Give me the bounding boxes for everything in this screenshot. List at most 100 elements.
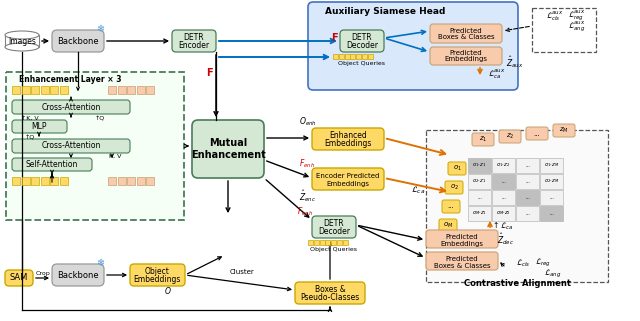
Text: $z_2$: $z_2$: [506, 132, 514, 141]
Text: K, V: K, V: [109, 153, 121, 159]
Text: ...: ...: [447, 204, 454, 210]
Bar: [426, 130, 608, 282]
Text: Embeddings: Embeddings: [440, 241, 483, 247]
Text: $O_{enh}$: $O_{enh}$: [299, 116, 317, 128]
Text: $F_{enh}$: $F_{enh}$: [299, 158, 315, 170]
Bar: [319, 240, 324, 245]
Bar: [468, 190, 491, 205]
Text: ↑Q: ↑Q: [95, 116, 105, 120]
FancyBboxPatch shape: [340, 30, 384, 52]
Text: ...: ...: [525, 211, 530, 216]
Text: Predicted: Predicted: [450, 28, 483, 34]
Bar: [146, 86, 154, 94]
Ellipse shape: [5, 31, 39, 39]
Bar: [5, 35, 39, 47]
Text: ...: ...: [501, 179, 506, 184]
Text: Embeddings: Embeddings: [133, 274, 180, 283]
Text: $z_M$: $z_M$: [559, 126, 569, 135]
Text: Images: Images: [8, 38, 36, 47]
Bar: [332, 240, 336, 245]
FancyBboxPatch shape: [52, 264, 104, 286]
Text: $o_2$: $o_2$: [449, 183, 458, 192]
Text: $F_{enh}$: $F_{enh}$: [297, 206, 313, 218]
FancyBboxPatch shape: [472, 133, 494, 146]
Text: $o_M$: $o_M$: [443, 221, 453, 230]
Bar: [31, 177, 39, 185]
Text: Contrastive Alignment: Contrastive Alignment: [463, 280, 570, 289]
Text: Embeddings: Embeddings: [324, 140, 372, 149]
Bar: [314, 240, 319, 245]
Text: Embeddings: Embeddings: [326, 181, 369, 187]
Text: Mutual: Mutual: [209, 138, 247, 148]
Bar: [492, 206, 515, 221]
FancyBboxPatch shape: [439, 219, 457, 232]
Text: $o_2{\cdot}z_M$: $o_2{\cdot}z_M$: [544, 178, 559, 186]
Text: DETR: DETR: [352, 33, 372, 42]
Text: Predicted: Predicted: [445, 234, 478, 240]
Bar: [127, 177, 135, 185]
Text: $\hat{Z}_{dec}$: $\hat{Z}_{dec}$: [497, 231, 515, 247]
Text: Enhanced: Enhanced: [329, 132, 367, 141]
Text: $\mathcal{L}_{cls}^{aux}$: $\mathcal{L}_{cls}^{aux}$: [547, 9, 564, 23]
Bar: [136, 86, 145, 94]
Text: ...: ...: [525, 195, 530, 200]
Text: DETR: DETR: [184, 33, 204, 42]
Text: Decoder: Decoder: [346, 41, 378, 50]
Text: Encoder Predicted: Encoder Predicted: [316, 173, 380, 179]
FancyBboxPatch shape: [308, 2, 518, 90]
FancyBboxPatch shape: [312, 128, 384, 150]
Bar: [108, 177, 116, 185]
Text: Object: Object: [145, 267, 170, 276]
Text: Object Queries: Object Queries: [339, 62, 385, 66]
FancyBboxPatch shape: [172, 30, 216, 52]
FancyBboxPatch shape: [445, 181, 463, 194]
Text: Decoder: Decoder: [318, 228, 350, 237]
Bar: [468, 174, 491, 189]
Text: Encoder: Encoder: [179, 41, 209, 50]
Bar: [325, 240, 330, 245]
Text: Crop: Crop: [36, 272, 51, 276]
Text: $z_1$: $z_1$: [479, 135, 487, 144]
Bar: [12, 86, 20, 94]
Bar: [118, 177, 125, 185]
Bar: [127, 86, 135, 94]
Text: ...: ...: [525, 179, 530, 184]
Bar: [40, 86, 49, 94]
Text: Pseudo-Classes: Pseudo-Classes: [300, 293, 360, 302]
Text: Auxiliary Siamese Head: Auxiliary Siamese Head: [325, 6, 445, 15]
Text: Predicted: Predicted: [445, 256, 478, 262]
Text: $\mathcal{L}_{cls}$: $\mathcal{L}_{cls}$: [516, 257, 530, 269]
FancyBboxPatch shape: [430, 24, 502, 43]
Bar: [492, 190, 515, 205]
Bar: [516, 190, 539, 205]
FancyBboxPatch shape: [12, 158, 92, 171]
Text: ...: ...: [501, 195, 506, 200]
Bar: [333, 54, 338, 59]
Ellipse shape: [5, 43, 39, 51]
Text: $\hat{Z}_{enc}$: $\hat{Z}_{enc}$: [300, 188, 317, 204]
Bar: [118, 86, 125, 94]
FancyBboxPatch shape: [5, 270, 33, 286]
FancyBboxPatch shape: [430, 47, 502, 65]
Bar: [492, 158, 515, 173]
Text: $\mathcal{L}_{reg}^{aux}$: $\mathcal{L}_{reg}^{aux}$: [568, 9, 586, 23]
FancyBboxPatch shape: [312, 168, 384, 190]
FancyBboxPatch shape: [52, 30, 104, 52]
Bar: [40, 177, 49, 185]
Text: Self-Attention: Self-Attention: [26, 160, 78, 169]
FancyBboxPatch shape: [295, 282, 365, 304]
Bar: [540, 190, 563, 205]
Text: ...: ...: [549, 195, 554, 200]
Text: $o_M{\cdot}z_1$: $o_M{\cdot}z_1$: [472, 210, 487, 217]
Text: $o_1{\cdot}z_M$: $o_1{\cdot}z_M$: [544, 161, 559, 169]
Bar: [146, 177, 154, 185]
Bar: [22, 86, 29, 94]
Text: Boxes & Classes: Boxes & Classes: [438, 34, 494, 40]
Bar: [308, 240, 313, 245]
Text: Predicted: Predicted: [450, 50, 483, 56]
Text: Cross-Attention: Cross-Attention: [42, 102, 100, 111]
Bar: [50, 177, 58, 185]
Text: Boxes &: Boxes &: [315, 285, 346, 294]
Bar: [22, 177, 29, 185]
Text: $o_1{\cdot}z_1$: $o_1{\cdot}z_1$: [472, 161, 486, 169]
